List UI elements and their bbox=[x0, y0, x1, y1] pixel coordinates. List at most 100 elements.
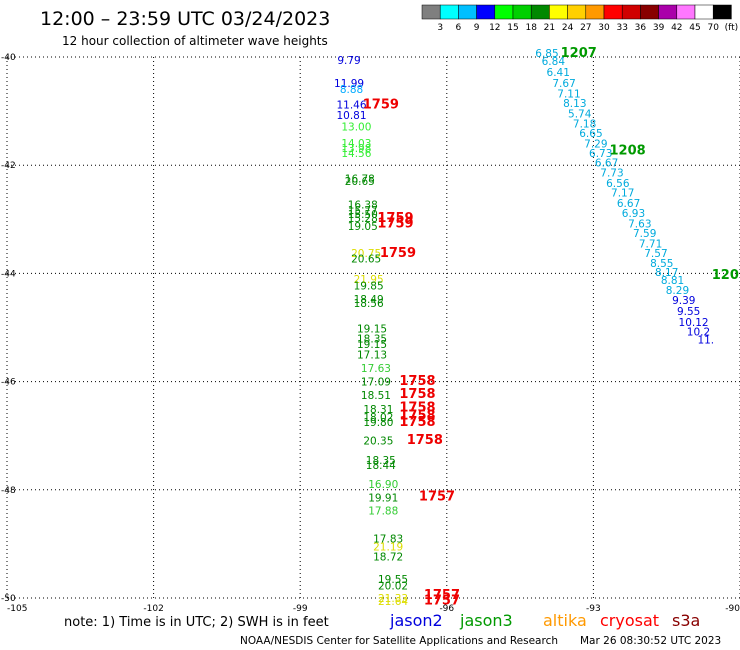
wave-height-label: 7.73 bbox=[600, 168, 623, 180]
wave-height-label: 18.72 bbox=[373, 552, 403, 564]
axis-ticks: -105 -102 -99 -96 -93 -90 -40 -42 -44 -46 -48 -50 bbox=[1, 53, 740, 614]
satellite-legend-altika: altika bbox=[543, 611, 587, 630]
wave-height-label: 11. bbox=[697, 335, 714, 347]
wave-height-label: 18.49 bbox=[354, 294, 384, 306]
wave-height-label: 8.88 bbox=[340, 84, 363, 96]
wave-height-label: 18.35 bbox=[357, 334, 387, 346]
x-tick-label: -99 bbox=[293, 604, 308, 614]
chart-title: 12:00 – 23:59 UTC 03/24/2023 bbox=[40, 8, 330, 30]
wave-height-label: 7.29 bbox=[584, 138, 607, 150]
chart-subtitle: 12 hour collection of altimeter wave hei… bbox=[62, 34, 328, 48]
wave-height-label: 19.15 bbox=[357, 339, 387, 351]
pass-time-label: 1759 bbox=[363, 97, 399, 112]
wave-height-label: 20.65 bbox=[351, 254, 381, 266]
wave-height-label: 11.46 bbox=[336, 99, 366, 111]
wave-height-label: 11.99 bbox=[334, 78, 364, 90]
colorbar-label: 42 bbox=[671, 23, 682, 33]
footer-credit: NOAA/NESDIS Center for Satellite Applica… bbox=[240, 635, 558, 647]
satellite-legend-s3a: s3a bbox=[672, 611, 700, 630]
wave-height-label: 6.56 bbox=[606, 178, 630, 190]
wave-height-label: 8.13 bbox=[563, 98, 586, 110]
wave-height-label: 21.33 bbox=[378, 593, 408, 605]
wave-height-label: 16.90 bbox=[368, 479, 398, 491]
colorbar-label: 6 bbox=[456, 23, 462, 33]
wave-height-label: 6.41 bbox=[547, 67, 570, 79]
satellite-legend-cryosat: cryosat bbox=[600, 611, 659, 630]
wave-height-label: 15.28 bbox=[348, 213, 378, 225]
x-tick-label: -90 bbox=[725, 604, 740, 614]
y-tick-label: -46 bbox=[1, 378, 16, 388]
wave-height-label: 7.59 bbox=[633, 228, 656, 240]
wave-height-label: 19.91 bbox=[368, 493, 398, 505]
y-tick-label: -40 bbox=[1, 53, 16, 63]
colorbar-swatch bbox=[712, 4, 732, 20]
wave-height-label: 17.13 bbox=[357, 349, 387, 361]
wave-height-label: 16.78 bbox=[345, 174, 375, 186]
y-tick-label: -42 bbox=[1, 161, 16, 171]
wave-height-label: 21.19 bbox=[373, 541, 403, 553]
wave-height-label: 18.56 bbox=[354, 298, 384, 310]
wave-height-label: 17.88 bbox=[368, 506, 398, 518]
wave-height-label: 21.64 bbox=[378, 596, 408, 608]
colorbar-label: 39 bbox=[653, 23, 665, 33]
wave-height-label: 8.81 bbox=[661, 275, 684, 287]
wave-height-label: 19.55 bbox=[378, 574, 408, 586]
y-tick-label: -44 bbox=[1, 269, 16, 279]
colorbar-label: 45 bbox=[689, 23, 700, 33]
colorbar-label: 9 bbox=[474, 23, 480, 33]
pass-time-label: 1758 bbox=[399, 408, 435, 423]
pass-time-label: 1759 bbox=[377, 216, 413, 231]
colorbar-swatch bbox=[640, 4, 659, 20]
colorbar-label: 70 bbox=[707, 23, 719, 33]
colorbar-swatch bbox=[494, 4, 514, 20]
pass-time-label: 1758 bbox=[399, 400, 435, 415]
wave-height-label: 7.67 bbox=[552, 78, 575, 90]
colorbar-label: 30 bbox=[598, 23, 610, 33]
wave-height-label: 10.2 bbox=[687, 327, 710, 339]
colorbar-legend: 3 6 9 12 15 18 21 24 27 30 33 36 39 42 45 70 (ft) bbox=[421, 4, 738, 33]
pass-time-label: 1207 bbox=[561, 46, 597, 61]
pass-time-label: 120 bbox=[712, 268, 739, 283]
wave-height-label: 6.73 bbox=[589, 148, 612, 160]
satellite-legend-jason3: jason3 bbox=[459, 611, 513, 630]
pass-time-label: 1757 bbox=[424, 588, 460, 603]
y-tick-label: -50 bbox=[1, 594, 16, 604]
wave-height-label: 8.29 bbox=[666, 285, 689, 297]
footer-timestamp: Mar 26 08:30:52 UTC 2023 bbox=[580, 635, 721, 647]
wave-height-label: 20.35 bbox=[363, 435, 393, 447]
footer-note: note: 1) Time is in UTC; 2) SWH is in fe… bbox=[64, 615, 329, 630]
colorbar-swatch bbox=[694, 4, 714, 20]
colorbar-swatch bbox=[676, 4, 696, 20]
colorbar-swatch bbox=[476, 4, 496, 20]
wave-height-label: 9.55 bbox=[677, 306, 700, 318]
wave-height-label: 18.02 bbox=[363, 412, 393, 424]
wave-height-label: 20.75 bbox=[351, 248, 381, 260]
colorbar-label: 27 bbox=[580, 23, 591, 33]
pass-time-label: 1757 bbox=[419, 490, 455, 505]
wave-height-label: 5.74 bbox=[568, 109, 592, 121]
colorbar-label: 36 bbox=[635, 23, 647, 33]
satellite-legend-jason2: jason2 bbox=[389, 611, 443, 630]
x-tick-label: -96 bbox=[439, 604, 454, 614]
wave-height-label: 7.17 bbox=[611, 188, 634, 200]
wave-height-label: 21.95 bbox=[354, 274, 384, 286]
wave-height-label: 14.56 bbox=[341, 148, 371, 160]
wave-height-label: 9.39 bbox=[672, 295, 695, 307]
colorbar-swatch bbox=[585, 4, 605, 20]
y-tick-label: -48 bbox=[1, 486, 16, 496]
pass-time-label: 1758 bbox=[399, 387, 435, 402]
colorbar-swatch bbox=[439, 4, 459, 20]
wave-height-label: 10.12 bbox=[679, 317, 709, 329]
wave-height-label: 19.80 bbox=[363, 417, 393, 429]
colorbar-label: 12 bbox=[489, 23, 500, 33]
colorbar-swatch bbox=[549, 4, 568, 20]
wave-height-label: 19.05 bbox=[348, 221, 378, 233]
colorbar-label: 21 bbox=[544, 23, 555, 33]
wave-height-label: 16.38 bbox=[348, 199, 378, 211]
colorbar-label: 18 bbox=[525, 23, 537, 33]
x-tick-label: -93 bbox=[586, 604, 601, 614]
colorbar-swatch bbox=[603, 4, 623, 20]
colorbar-label: 24 bbox=[562, 23, 574, 33]
wave-height-label: 18.44 bbox=[366, 460, 396, 472]
wave-height-label: 14.03 bbox=[341, 138, 371, 150]
